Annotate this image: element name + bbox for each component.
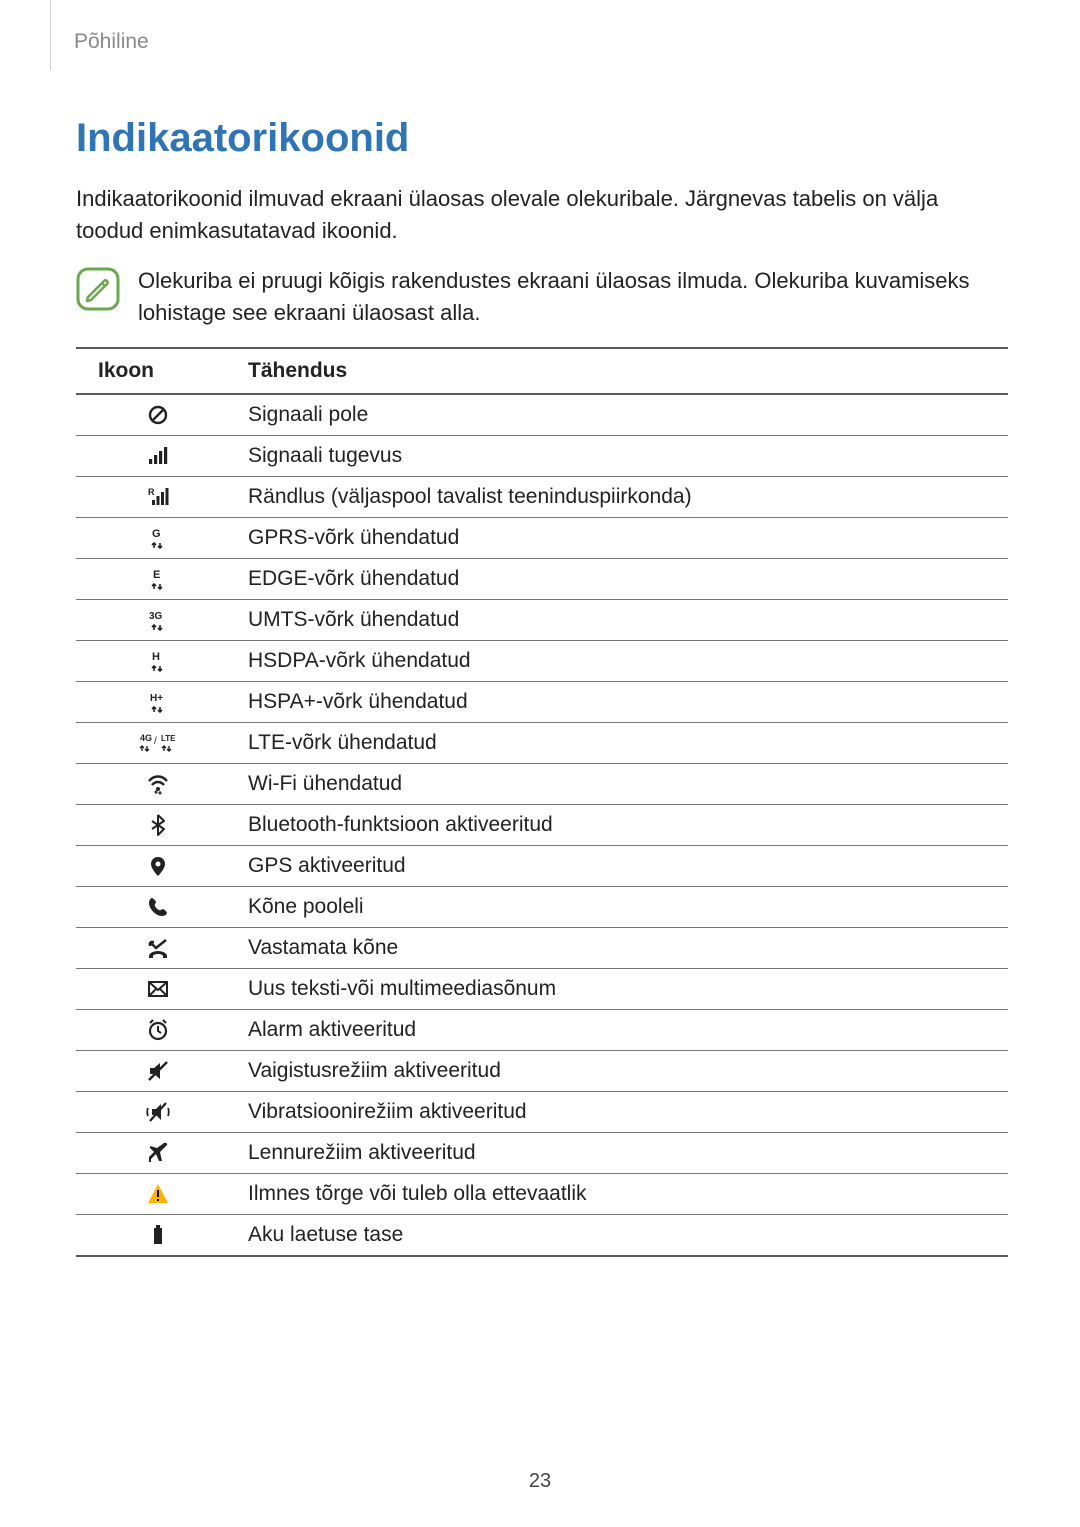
table-row: Lennurežiim aktiveeritud (76, 1132, 1008, 1173)
missed-call-icon (76, 927, 226, 968)
battery-icon (76, 1214, 226, 1256)
warning-icon (76, 1173, 226, 1214)
page-number: 23 (0, 1470, 1080, 1493)
meaning-cell: LTE-võrk ühendatud (226, 722, 1008, 763)
meaning-cell: Signaali pole (226, 394, 1008, 436)
table-row: Kõne pooleli (76, 886, 1008, 927)
meaning-cell: Alarm aktiveeritud (226, 1009, 1008, 1050)
table-row: GPRS-võrk ühendatud (76, 517, 1008, 558)
table-row: Rändlus (väljaspool tavalist teeninduspi… (76, 476, 1008, 517)
meaning-cell: Signaali tugevus (226, 435, 1008, 476)
meaning-cell: Uus teksti-või multimeediasõnum (226, 968, 1008, 1009)
airplane-icon (76, 1132, 226, 1173)
note-icon (76, 267, 120, 316)
gps-icon (76, 845, 226, 886)
table-row: LTE-võrk ühendatud (76, 722, 1008, 763)
alarm-icon (76, 1009, 226, 1050)
meaning-cell: HSDPA-võrk ühendatud (226, 640, 1008, 681)
table-row: Aku laetuse tase (76, 1214, 1008, 1256)
meaning-cell: Rändlus (väljaspool tavalist teeninduspi… (226, 476, 1008, 517)
meaning-cell: Kõne pooleli (226, 886, 1008, 927)
edge-icon (76, 558, 226, 599)
meaning-cell: UMTS-võrk ühendatud (226, 599, 1008, 640)
table-row: GPS aktiveeritud (76, 845, 1008, 886)
table-row: Vaigistusrežiim aktiveeritud (76, 1050, 1008, 1091)
icon-table: Ikoon Tähendus Signaali poleSignaali tug… (76, 347, 1008, 1257)
meaning-cell: Vibratsioonirežiim aktiveeritud (226, 1091, 1008, 1132)
page-title: Indikaatorikoonid (76, 116, 1008, 161)
signal-strength-icon (76, 435, 226, 476)
intro-text: Indikaatorikoonid ilmuvad ekraani ülaosa… (76, 183, 1008, 247)
message-icon (76, 968, 226, 1009)
bluetooth-icon (76, 804, 226, 845)
mute-icon (76, 1050, 226, 1091)
meaning-cell: Bluetooth-funktsioon aktiveeritud (226, 804, 1008, 845)
meaning-cell: Vastamata kõne (226, 927, 1008, 968)
table-row: EDGE-võrk ühendatud (76, 558, 1008, 599)
table-row: Vastamata kõne (76, 927, 1008, 968)
table-row: Wi-Fi ühendatud (76, 763, 1008, 804)
table-row: Ilmnes tõrge või tuleb olla ettevaatlik (76, 1173, 1008, 1214)
table-row: Signaali tugevus (76, 435, 1008, 476)
table-row: Signaali pole (76, 394, 1008, 436)
hsdpa-icon (76, 640, 226, 681)
breadcrumb: Põhiline (74, 30, 1008, 54)
lte-icon (76, 722, 226, 763)
meaning-cell: Ilmnes tõrge või tuleb olla ettevaatlik (226, 1173, 1008, 1214)
th-meaning: Tähendus (226, 348, 1008, 394)
wifi-icon (76, 763, 226, 804)
vibrate-icon (76, 1091, 226, 1132)
table-row: Bluetooth-funktsioon aktiveeritud (76, 804, 1008, 845)
umts-icon (76, 599, 226, 640)
meaning-cell: Lennurežiim aktiveeritud (226, 1132, 1008, 1173)
gprs-icon (76, 517, 226, 558)
table-row: HSDPA-võrk ühendatud (76, 640, 1008, 681)
meaning-cell: HSPA+-võrk ühendatud (226, 681, 1008, 722)
table-row: UMTS-võrk ühendatud (76, 599, 1008, 640)
meaning-cell: GPRS-võrk ühendatud (226, 517, 1008, 558)
table-row: Vibratsioonirežiim aktiveeritud (76, 1091, 1008, 1132)
meaning-cell: Vaigistusrežiim aktiveeritud (226, 1050, 1008, 1091)
meaning-cell: EDGE-võrk ühendatud (226, 558, 1008, 599)
table-row: HSPA+-võrk ühendatud (76, 681, 1008, 722)
note-block: Olekuriba ei pruugi kõigis rakendustes e… (76, 265, 1008, 329)
call-icon (76, 886, 226, 927)
roaming-icon (76, 476, 226, 517)
note-text: Olekuriba ei pruugi kõigis rakendustes e… (138, 265, 1008, 329)
hspa-plus-icon (76, 681, 226, 722)
meaning-cell: GPS aktiveeritud (226, 845, 1008, 886)
meaning-cell: Wi-Fi ühendatud (226, 763, 1008, 804)
meaning-cell: Aku laetuse tase (226, 1214, 1008, 1256)
no-signal-icon (76, 394, 226, 436)
table-row: Uus teksti-või multimeediasõnum (76, 968, 1008, 1009)
th-icon: Ikoon (76, 348, 226, 394)
table-row: Alarm aktiveeritud (76, 1009, 1008, 1050)
